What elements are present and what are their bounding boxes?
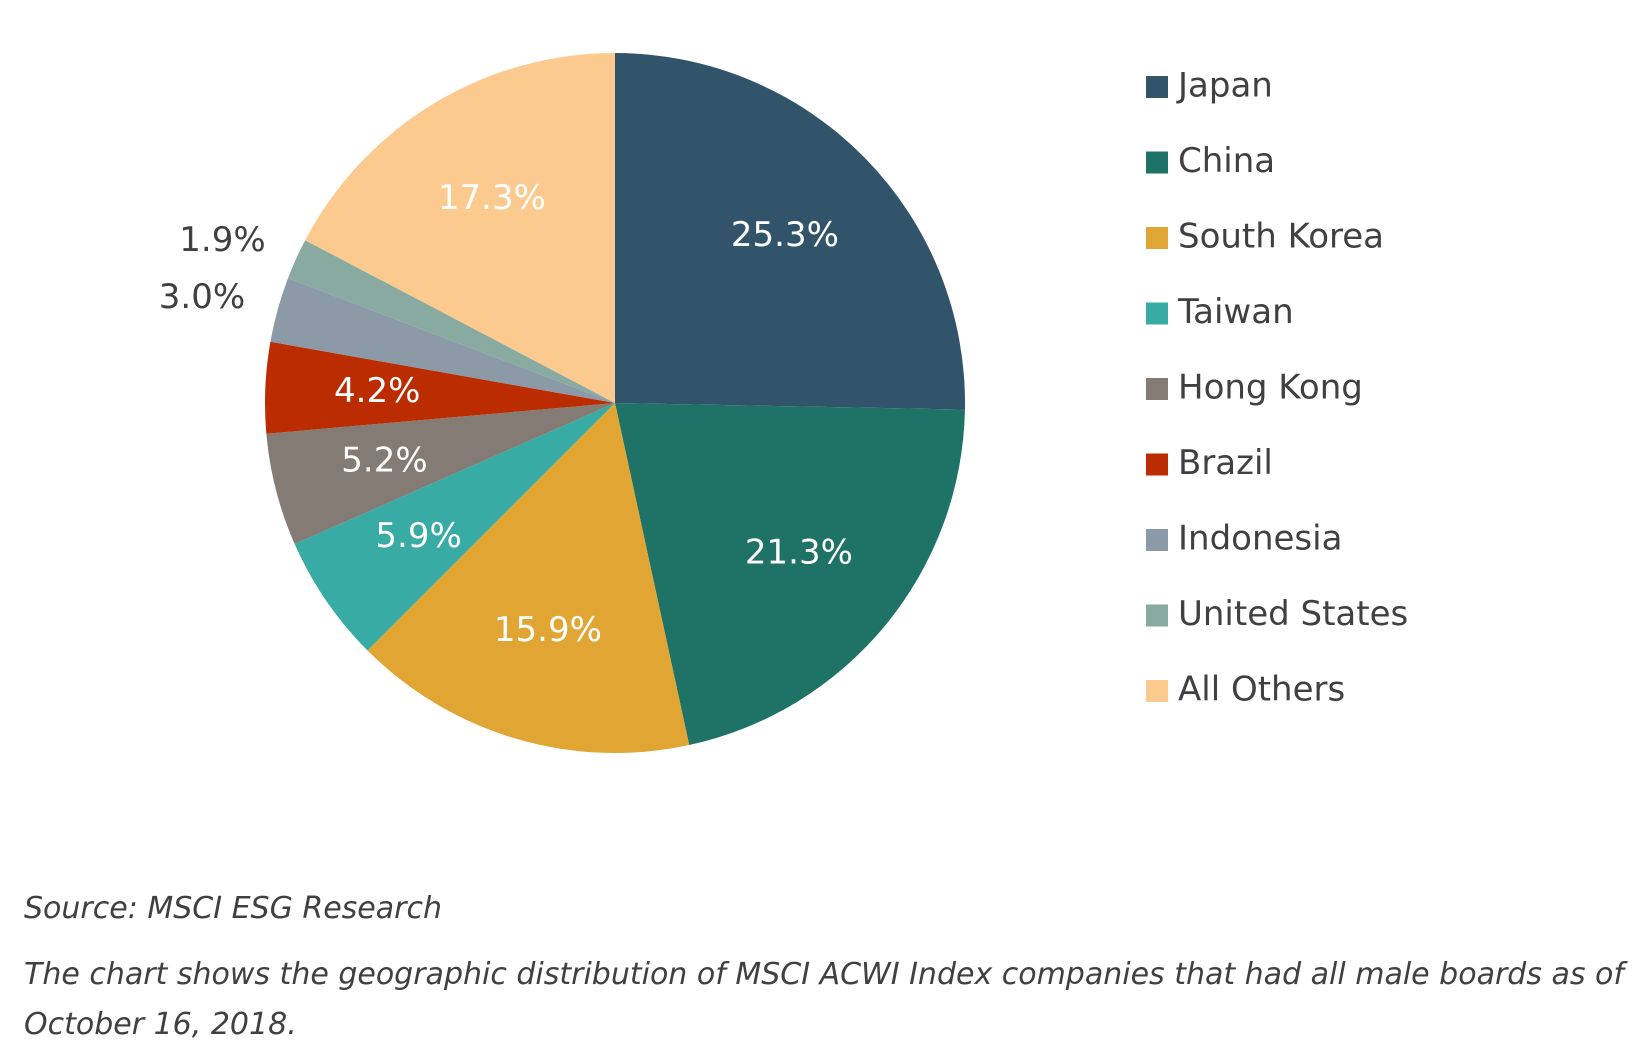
data-label-indonesia: 3.0%: [159, 277, 245, 317]
pie-slice-all-others: [305, 53, 615, 403]
pie-slice-united-states: [287, 240, 615, 403]
pie-slices: [265, 53, 965, 753]
legend-label-united-states: United States: [1178, 594, 1408, 634]
data-label-brazil: 4.2%: [334, 371, 420, 411]
legend-label-hong-kong: Hong Kong: [1178, 368, 1363, 408]
pie-slice-taiwan: [294, 403, 615, 651]
legend-swatch-hong-kong: [1146, 378, 1168, 400]
legend: Japan China South Korea Taiwan Hong Kong Braz…: [1146, 66, 1408, 710]
pie-slice-south-korea: [367, 403, 690, 753]
legend-item-south-korea: South Korea: [1146, 217, 1384, 257]
chart-note: The chart shows the geographic distribut…: [24, 957, 1624, 1042]
legend-label-taiwan: Taiwan: [1177, 292, 1294, 332]
legend-swatch-japan: [1146, 76, 1168, 98]
legend-label-south-korea: South Korea: [1178, 217, 1384, 257]
data-label-china: 21.3%: [745, 533, 853, 573]
pie-slice-japan: [615, 53, 965, 410]
legend-swatch-all-others: [1146, 680, 1168, 702]
pie-slice-brazil: [265, 341, 615, 434]
legend-label-indonesia: Indonesia: [1178, 519, 1342, 559]
legend-swatch-brazil: [1146, 453, 1168, 476]
pie-slice-hong-kong: [266, 403, 615, 545]
legend-item-united-states: United States: [1146, 594, 1408, 634]
legend-item-china: China: [1146, 141, 1275, 181]
legend-label-all-others: All Others: [1178, 670, 1345, 710]
legend-swatch-china: [1146, 151, 1168, 174]
pie-slice-indonesia: [270, 278, 615, 403]
legend-item-japan: Japan: [1146, 66, 1273, 106]
legend-label-china: China: [1178, 141, 1275, 181]
legend-label-brazil: Brazil: [1178, 443, 1273, 483]
legend-swatch-united-states: [1146, 604, 1168, 627]
legend-label-japan: Japan: [1176, 66, 1273, 106]
legend-swatch-indonesia: [1146, 529, 1168, 551]
legend-item-all-others: All Others: [1146, 670, 1345, 710]
pie-slice-china: [615, 403, 965, 746]
legend-item-taiwan: Taiwan: [1146, 292, 1294, 332]
data-label-japan: 25.3%: [731, 215, 839, 255]
legend-item-indonesia: Indonesia: [1146, 519, 1342, 559]
data-label-united-states: 1.9%: [179, 220, 265, 260]
data-label-all-others: 17.3%: [438, 178, 546, 218]
source-caption: Source: MSCI ESG Research: [24, 891, 442, 926]
data-label-hong-kong: 5.2%: [341, 441, 427, 481]
legend-item-hong-kong: Hong Kong: [1146, 368, 1363, 408]
data-label-taiwan: 5.9%: [375, 516, 461, 556]
legend-swatch-taiwan: [1146, 302, 1168, 325]
legend-swatch-south-korea: [1146, 227, 1168, 249]
legend-item-brazil: Brazil: [1146, 443, 1273, 483]
data-label-south-korea: 15.9%: [494, 610, 602, 650]
pie-slice-labels: 25.3% 21.3% 15.9% 5.9% 5.2% 4.2% 3.0% 1.9% 17.3%: [159, 178, 853, 650]
